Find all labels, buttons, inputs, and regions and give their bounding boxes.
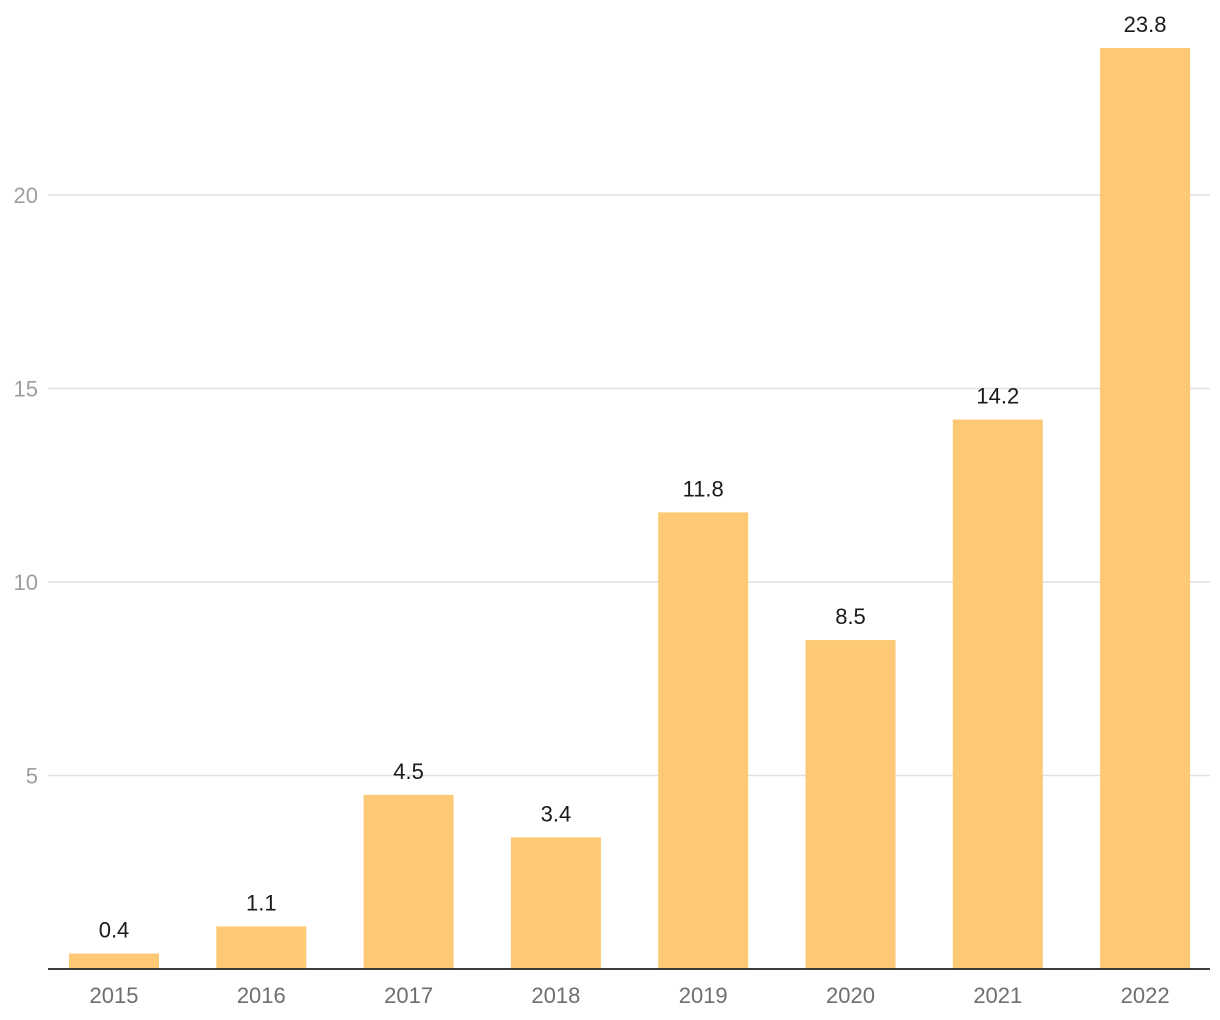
y-tick-label: 20 bbox=[14, 183, 38, 208]
data-label: 8.5 bbox=[835, 604, 866, 629]
x-tick-label: 2022 bbox=[1121, 983, 1170, 1008]
data-label: 0.4 bbox=[99, 918, 130, 943]
y-tick-label: 10 bbox=[14, 570, 38, 595]
x-axis-ticks: 2015 2016 2017 2018 2019 2020 2021 2022 bbox=[90, 983, 1170, 1008]
x-tick-label: 2015 bbox=[90, 983, 139, 1008]
x-tick-label: 2016 bbox=[237, 983, 286, 1008]
bar-2022 bbox=[1100, 48, 1191, 969]
data-label: 1.1 bbox=[246, 890, 277, 915]
x-tick-label: 2019 bbox=[679, 983, 728, 1008]
x-tick-label: 2017 bbox=[384, 983, 433, 1008]
data-label: 3.4 bbox=[541, 801, 572, 826]
x-tick-label: 2021 bbox=[973, 983, 1022, 1008]
bars bbox=[69, 48, 1191, 969]
bar-2015 bbox=[69, 953, 159, 969]
data-label: 11.8 bbox=[683, 476, 724, 501]
x-tick-label: 2018 bbox=[531, 983, 580, 1008]
data-label: 4.5 bbox=[393, 759, 424, 784]
y-axis-ticks: 5 10 15 20 bbox=[14, 183, 38, 788]
bar-2019 bbox=[658, 512, 749, 969]
data-label: 14.2 bbox=[976, 383, 1019, 408]
y-tick-label: 5 bbox=[26, 764, 38, 789]
bar-2018 bbox=[510, 837, 601, 969]
bar-2020 bbox=[805, 640, 896, 969]
x-tick-label: 2020 bbox=[826, 983, 875, 1008]
data-labels: 0.4 1.1 4.5 3.4 11.8 8.5 14.2 23.8 bbox=[99, 12, 1167, 943]
bar-2016 bbox=[216, 926, 307, 969]
data-label: 23.8 bbox=[1124, 12, 1167, 37]
bar-2021 bbox=[952, 419, 1043, 969]
y-tick-label: 15 bbox=[14, 377, 38, 402]
bar-2017 bbox=[363, 794, 454, 969]
